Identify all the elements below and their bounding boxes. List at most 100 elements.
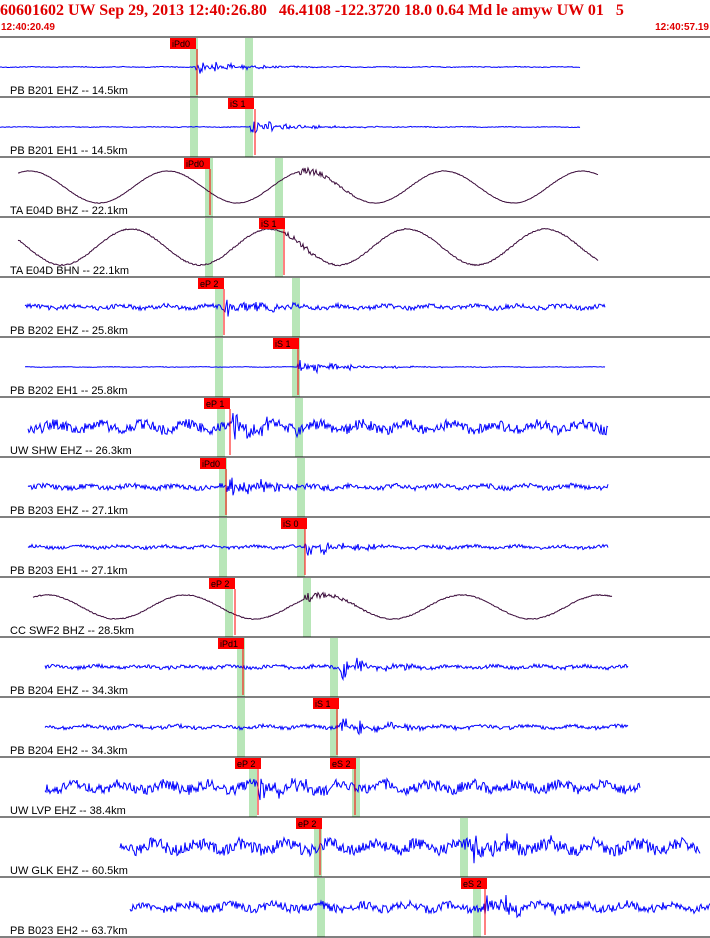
station-label: PB B204 EH2 -- 34.3km — [10, 745, 127, 757]
pick-label: eS 2 — [463, 879, 482, 889]
station-label: TA E04D BHN -- 22.1km — [10, 265, 129, 277]
pick-label: iPd1 — [220, 639, 238, 649]
pick-box — [330, 758, 356, 769]
waveform — [27, 413, 609, 440]
station-label: PB B203 EHZ -- 27.1km — [10, 505, 128, 517]
trace-row[interactable]: iS 1 PB B202 EH1 -- 25.8km — [0, 336, 710, 397]
pick-box — [184, 158, 210, 169]
waveform — [44, 777, 641, 801]
phase-pick[interactable]: iPd0 — [170, 38, 196, 49]
station-label: PB B203 EH1 -- 27.1km — [10, 565, 127, 577]
waveform — [17, 166, 599, 204]
phase-window — [245, 98, 253, 157]
phase-pick[interactable]: eP 2 — [235, 758, 261, 769]
phase-pick[interactable]: iS 0 — [281, 518, 307, 529]
pick-box — [273, 338, 299, 349]
trace-row[interactable]: eS 2 PB B023 EH2 -- 63.7km — [0, 876, 710, 937]
station-label: PB B023 EH2 -- 63.7km — [10, 925, 127, 937]
trace-row[interactable]: iS 0 PB B203 EH1 -- 27.1km — [0, 516, 710, 577]
phase-pick[interactable]: iS 1 — [228, 98, 254, 109]
trace-row[interactable]: eP 2 UW LVP EHZ -- 38.4km — [0, 756, 710, 817]
phase-pick[interactable]: iPd0 — [184, 158, 210, 169]
pick-label: iS 1 — [261, 219, 277, 229]
pick-label: iS 1 — [315, 699, 331, 709]
trace-row[interactable]: eP 1 UW SHW EHZ -- 26.3km — [0, 396, 710, 457]
end-time: 12:40:57.19 — [655, 22, 709, 33]
pick-box — [204, 398, 230, 409]
phase-pick[interactable]: eP 2 — [296, 818, 322, 829]
pick-label: eP 2 — [211, 579, 229, 589]
pick-box — [209, 578, 235, 589]
trace-row[interactable]: iS 1 TA E04D BHN -- 22.1km — [0, 216, 710, 277]
trace-row[interactable]: iPd0 PB B203 EHZ -- 27.1km — [0, 456, 710, 517]
pick-label: eP 2 — [298, 819, 316, 829]
phase-pick[interactable]: iPd0 — [200, 458, 226, 469]
trace-row[interactable]: iPd1 PB B204 EHZ -- 34.3km — [0, 636, 710, 697]
pick-label: eP 2 — [237, 759, 255, 769]
phase-pick[interactable]: eP 2 — [209, 578, 235, 589]
phase-window — [352, 758, 360, 817]
phase-pick[interactable]: iS 1 — [259, 218, 285, 229]
waveform — [44, 657, 629, 682]
trace-row[interactable]: iS 1 PB B204 EH2 -- 34.3km — [0, 696, 710, 757]
phase-window — [190, 38, 198, 97]
trace-row[interactable]: iPd0 TA E04D BHZ -- 22.1km — [0, 156, 710, 217]
pick-box — [218, 638, 244, 649]
trace-row[interactable]: eP 2 UW GLK EHZ -- 60.5km — [0, 816, 710, 877]
trace-row[interactable]: eP 2 PB B202 EHZ -- 25.8km — [0, 276, 710, 337]
phase-window — [330, 698, 338, 757]
phase-window — [225, 578, 233, 637]
station-label: TA E04D BHZ -- 22.1km — [10, 205, 128, 217]
waveform — [17, 227, 599, 267]
phase-window — [330, 638, 338, 697]
pick-box — [170, 38, 196, 49]
pick-label: iPd0 — [186, 159, 204, 169]
phase-window — [292, 278, 300, 337]
pick-box — [228, 98, 254, 109]
waveform — [129, 894, 710, 919]
phase-pick[interactable]: iPd1 — [218, 638, 244, 649]
phase-window — [275, 158, 283, 217]
waveform — [27, 477, 609, 496]
pick-box — [235, 758, 261, 769]
pick-box — [313, 698, 339, 709]
pick-box — [296, 818, 322, 829]
pick-box — [461, 878, 487, 889]
phase-pick[interactable]: iS 1 — [273, 338, 299, 349]
pick-label: iS 0 — [283, 519, 299, 529]
pick-label: iS 1 — [230, 99, 246, 109]
trace-row[interactable]: iS 1 PB B201 EH1 -- 14.5km — [0, 96, 710, 157]
phase-window — [205, 158, 213, 217]
station-label: UW GLK EHZ -- 60.5km — [10, 865, 128, 877]
waveform — [119, 833, 701, 864]
trace-row[interactable]: eP 2 CC SWF2 BHZ -- 28.5km — [0, 576, 710, 637]
pick-box — [281, 518, 307, 529]
phase-pick[interactable]: eP 1 — [204, 398, 230, 409]
phase-window — [275, 218, 283, 277]
trace-row[interactable]: iPd0 PB B201 EHZ -- 14.5km — [0, 36, 710, 97]
station-label: CC SWF2 BHZ -- 28.5km — [10, 625, 134, 637]
phase-window — [314, 818, 322, 877]
pick-box — [198, 278, 224, 289]
phase-window — [317, 878, 325, 937]
pick-label: eS 2 — [332, 759, 351, 769]
phase-window — [303, 578, 311, 637]
event-header: 60601602 UW Sep 29, 2013 12:40:26.80 46.… — [0, 2, 624, 19]
phase-pick[interactable]: iS 1 — [313, 698, 339, 709]
station-label: PB B202 EHZ -- 25.8km — [10, 325, 128, 337]
phase-window — [217, 398, 225, 457]
pick-label: eP 2 — [200, 279, 218, 289]
phase-window — [205, 218, 213, 277]
phase-window — [249, 758, 257, 817]
phase-pick[interactable]: eS 2 — [330, 758, 356, 815]
phase-window — [460, 818, 468, 877]
pick-label: iPd0 — [172, 39, 190, 49]
phase-window — [297, 458, 305, 517]
phase-pick[interactable]: eS 2 — [461, 878, 487, 889]
waveform — [32, 591, 613, 620]
waveform — [27, 541, 609, 556]
station-label: UW LVP EHZ -- 38.4km — [10, 805, 126, 817]
phase-pick[interactable]: eP 2 — [198, 278, 224, 289]
station-label: PB B201 EHZ -- 14.5km — [10, 85, 128, 97]
